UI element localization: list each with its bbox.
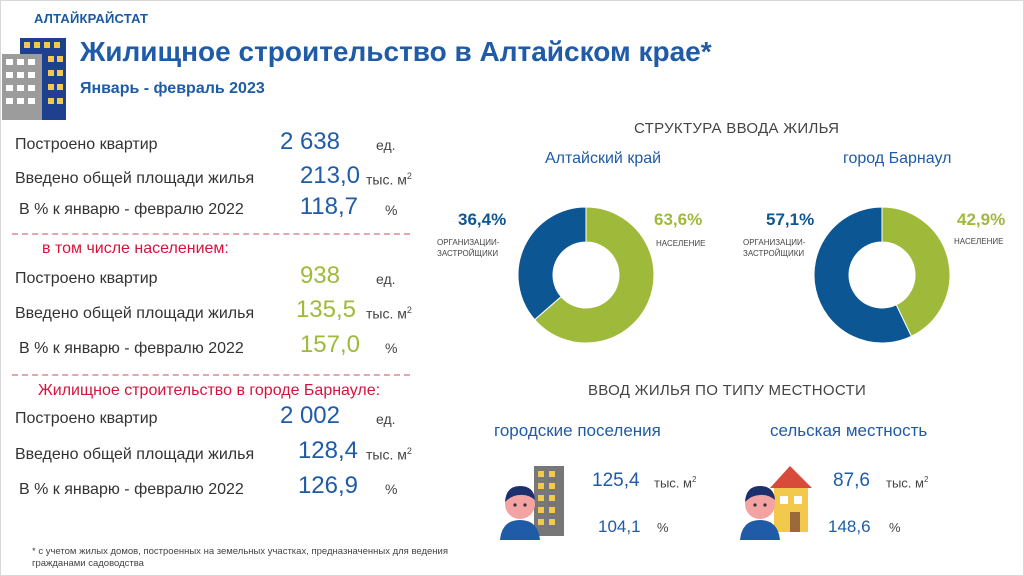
- page-title: Жилищное строительство в Алтайском крае*: [80, 36, 712, 67]
- footnote: * с учетом жилых домов, построенных на з…: [32, 546, 448, 569]
- altai-org-pct: 36,4%: [458, 210, 507, 229]
- structure-heading: СТРУКТУРА ВВОДА ЖИЛЬЯ: [634, 120, 840, 137]
- population-area-value: 135,5: [295, 296, 356, 323]
- barnaul-org-label: ОРГАНИЗАЦИИ- ЗАСТРОЙЩИКИ: [743, 238, 806, 258]
- altai-pop-label: НАСЕЛЕНИЕ: [656, 239, 706, 248]
- barnaul-org-pct: 57,1%: [766, 210, 815, 229]
- totals-area-unit: тыс. м2: [366, 171, 412, 188]
- totals-pct-value: 118,7: [299, 193, 358, 220]
- barnaul-pct-label: В % к январю - февралю 2022: [19, 481, 244, 498]
- barnaul-area-label: Введено общей площади жилья: [15, 446, 255, 463]
- page-subtitle: Январь - февраль 2023: [80, 80, 265, 97]
- urban-heading: городские поселения: [494, 421, 661, 440]
- donut-slice-organizations: [813, 206, 913, 344]
- areas-heading: ВВОД ЖИЛЬЯ ПО ТИПУ МЕСТНОСТИ: [588, 382, 867, 399]
- chart-title-barnaul: город Барнаул: [843, 150, 952, 167]
- population-pct-value: 157,0: [299, 331, 360, 358]
- barnaul-pct-unit: %: [385, 481, 398, 497]
- urban-area-value: 125,4: [592, 470, 640, 491]
- rural-area-value: 87,6: [833, 470, 870, 491]
- donut-slice-population: [534, 206, 655, 344]
- rural-pct-unit: %: [889, 520, 901, 535]
- population-area-unit: тыс. м2: [366, 305, 412, 322]
- population-area-label: Введено общей площади жилья: [15, 305, 255, 322]
- building-icon: [2, 38, 66, 120]
- barnaul-area-value: 128,4: [297, 437, 358, 464]
- totals-pct-label: В % к январю - февралю 2022: [19, 201, 244, 218]
- totals-area-value: 213,0: [299, 162, 360, 189]
- separator: [12, 374, 410, 376]
- rural-heading: сельская местность: [770, 421, 928, 440]
- barnaul-pop-label: НАСЕЛЕНИЕ: [954, 237, 1004, 246]
- barnaul-flats-label: Построено квартир: [15, 410, 158, 427]
- urban-area-unit: тыс. м2: [654, 475, 697, 491]
- barnaul-pct-value: 126,9: [297, 472, 358, 499]
- barnaul-donut-chart: [813, 206, 951, 344]
- rural-area-unit: тыс. м2: [886, 475, 929, 491]
- barnaul-heading: Жилищное строительство в городе Барнауле…: [38, 382, 381, 399]
- rural-person-house-icon: [740, 466, 812, 540]
- population-flats-unit: ед.: [376, 271, 396, 287]
- totals-flats-value: 2 638: [279, 128, 340, 155]
- population-pct-unit: %: [385, 340, 398, 356]
- rural-pct-value: 148,6: [828, 517, 871, 536]
- urban-person-building-icon: [500, 466, 564, 540]
- population-flats-label: Построено квартир: [15, 270, 158, 287]
- barnaul-flats-value: 2 002: [279, 402, 340, 429]
- population-heading: в том числе населением:: [42, 240, 229, 257]
- population-pct-label: В % к январю - февралю 2022: [19, 340, 244, 357]
- barnaul-flats-unit: ед.: [376, 411, 396, 427]
- population-flats-value: 938: [299, 262, 340, 289]
- donut-slice-organizations: [517, 206, 587, 321]
- org-name: АЛТАЙКРАЙСТАТ: [34, 11, 149, 26]
- separator: [12, 233, 410, 235]
- totals-area-label: Введено общей площади жилья: [15, 170, 255, 187]
- altai-donut-chart: [517, 206, 655, 344]
- chart-title-altai: Алтайский край: [545, 150, 662, 167]
- totals-flats-label: Построено квартир: [15, 136, 158, 153]
- donut-slice-population: [881, 206, 951, 338]
- urban-pct-unit: %: [657, 520, 669, 535]
- totals-flats-unit: ед.: [376, 137, 396, 153]
- barnaul-area-unit: тыс. м2: [366, 446, 412, 463]
- urban-pct-value: 104,1: [598, 517, 641, 536]
- totals-pct-unit: %: [385, 202, 398, 218]
- barnaul-pop-pct: 42,9%: [957, 210, 1006, 229]
- altai-org-label: ОРГАНИЗАЦИИ- ЗАСТРОЙЩИКИ: [437, 238, 500, 258]
- altai-pop-pct: 63,6%: [654, 210, 703, 229]
